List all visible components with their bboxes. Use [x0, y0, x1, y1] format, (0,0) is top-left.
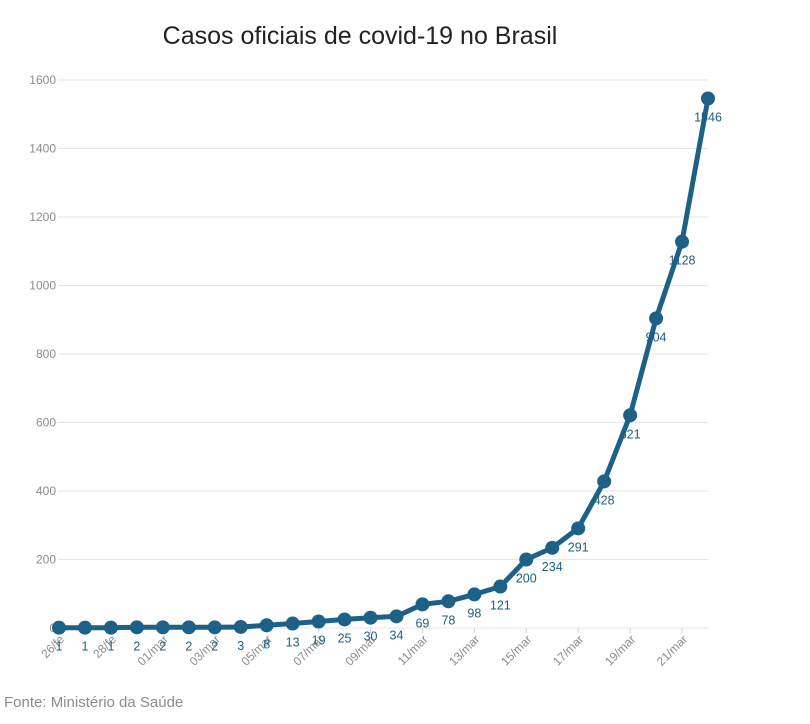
chart-title: Casos oficiais de covid-19 no Brasil: [162, 22, 558, 50]
point-layer: [52, 91, 715, 635]
data-label: 2: [211, 639, 218, 653]
y-tick-label: 1400: [29, 142, 56, 156]
data-point[interactable]: [285, 616, 300, 631]
data-label: 78: [441, 613, 455, 627]
data-label: 428: [594, 493, 615, 507]
data-point[interactable]: [363, 610, 378, 625]
data-point[interactable]: [311, 614, 326, 629]
data-label: 621: [620, 427, 641, 441]
data-label: 69: [415, 616, 429, 630]
y-tick-label: 600: [36, 416, 56, 430]
x-tick-label: 17/mar: [550, 632, 586, 668]
data-point[interactable]: [259, 618, 274, 633]
data-point[interactable]: [415, 597, 430, 612]
data-point[interactable]: [675, 234, 690, 249]
data-label: 1: [56, 640, 63, 654]
y-tick-label: 1200: [29, 210, 56, 224]
data-label: 2: [159, 639, 166, 653]
data-point[interactable]: [181, 620, 196, 635]
data-label-layer: 1 1 1 2 2 2 2 3 8 13 19 25 30 34 69 78 98 121 200 234 291 428…: [56, 110, 722, 653]
data-point[interactable]: [571, 521, 586, 536]
data-point[interactable]: [597, 474, 612, 489]
data-label: 19: [312, 633, 326, 647]
data-label: 234: [542, 560, 563, 574]
data-point[interactable]: [545, 540, 560, 555]
x-tick-label: 28/fe: [90, 632, 119, 661]
data-point[interactable]: [77, 620, 92, 635]
data-point[interactable]: [493, 579, 508, 594]
data-label: 1: [107, 640, 114, 654]
data-label: 30: [364, 630, 378, 644]
data-point[interactable]: [233, 619, 248, 634]
data-point[interactable]: [649, 311, 664, 326]
grid-layer: [58, 79, 708, 629]
data-label: 1: [81, 640, 88, 654]
x-tick-label: 26/fe: [38, 632, 67, 661]
x-tick-label: 13/mar: [446, 632, 482, 668]
data-point[interactable]: [441, 594, 456, 609]
data-point[interactable]: [389, 609, 404, 624]
data-point[interactable]: [52, 620, 66, 635]
data-label: 8: [263, 637, 270, 651]
data-point[interactable]: [207, 620, 222, 635]
data-label: 904: [646, 330, 667, 344]
data-point[interactable]: [623, 408, 638, 423]
x-tick-label: 15/mar: [498, 632, 534, 668]
data-label: 121: [490, 599, 511, 613]
data-point[interactable]: [103, 620, 118, 635]
x-tick-label: 21/mar: [654, 632, 690, 668]
series-line: [56, 96, 711, 631]
data-label: 98: [467, 606, 481, 620]
data-point[interactable]: [155, 620, 170, 635]
data-point[interactable]: [337, 612, 352, 627]
y-tick-label: 1000: [29, 279, 56, 293]
data-label: 25: [338, 631, 352, 645]
x-tick-label: 19/mar: [602, 632, 638, 668]
y-tick-label: 800: [36, 347, 56, 361]
data-label: 2: [133, 639, 140, 653]
line-layer: [56, 96, 711, 631]
y-tick-label: 1600: [29, 73, 56, 87]
data-point[interactable]: [519, 552, 534, 567]
data-label: 3: [237, 639, 244, 653]
data-label: 13: [286, 636, 300, 650]
axis-layer: 0200400600800100012001400160026/fe28/fe0…: [29, 73, 690, 669]
data-label: 1546: [694, 110, 722, 124]
data-point[interactable]: [467, 587, 482, 602]
data-point[interactable]: [129, 620, 144, 635]
y-tick-label: 400: [36, 484, 56, 498]
source-note: Fonte: Ministério da Saúde: [4, 694, 184, 711]
data-label: 1128: [669, 254, 696, 268]
data-label: 200: [516, 572, 537, 586]
data-label: 2: [185, 639, 192, 653]
data-label: 34: [390, 628, 404, 642]
y-tick-label: 200: [36, 553, 56, 567]
data-label: 291: [568, 540, 589, 554]
data-point[interactable]: [701, 91, 715, 106]
